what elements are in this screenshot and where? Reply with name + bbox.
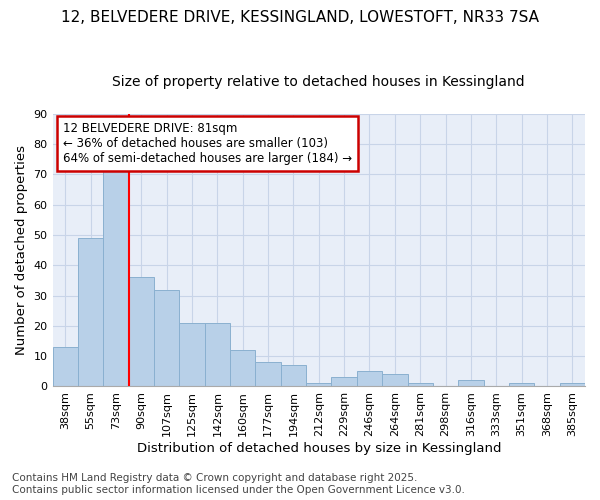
Bar	[560, 384, 585, 386]
Bar	[306, 384, 331, 386]
Y-axis label: Number of detached properties: Number of detached properties	[15, 145, 28, 355]
Text: 12 BELVEDERE DRIVE: 81sqm
← 36% of detached houses are smaller (103)
64% of semi: 12 BELVEDERE DRIVE: 81sqm ← 36% of detac…	[63, 122, 352, 165]
Bar	[331, 378, 357, 386]
Bar	[128, 278, 154, 386]
Bar	[78, 238, 103, 386]
Bar	[357, 372, 382, 386]
Bar	[407, 384, 433, 386]
Bar	[179, 323, 205, 386]
Text: 12, BELVEDERE DRIVE, KESSINGLAND, LOWESTOFT, NR33 7SA: 12, BELVEDERE DRIVE, KESSINGLAND, LOWEST…	[61, 10, 539, 25]
Bar	[458, 380, 484, 386]
Bar	[382, 374, 407, 386]
Text: Contains HM Land Registry data © Crown copyright and database right 2025.
Contai: Contains HM Land Registry data © Crown c…	[12, 474, 465, 495]
Bar	[281, 365, 306, 386]
Bar	[230, 350, 256, 387]
Bar	[53, 347, 78, 387]
Bar	[205, 323, 230, 386]
Title: Size of property relative to detached houses in Kessingland: Size of property relative to detached ho…	[112, 75, 525, 89]
X-axis label: Distribution of detached houses by size in Kessingland: Distribution of detached houses by size …	[137, 442, 501, 455]
Bar	[103, 166, 128, 386]
Bar	[154, 290, 179, 386]
Bar	[509, 384, 534, 386]
Bar	[256, 362, 281, 386]
